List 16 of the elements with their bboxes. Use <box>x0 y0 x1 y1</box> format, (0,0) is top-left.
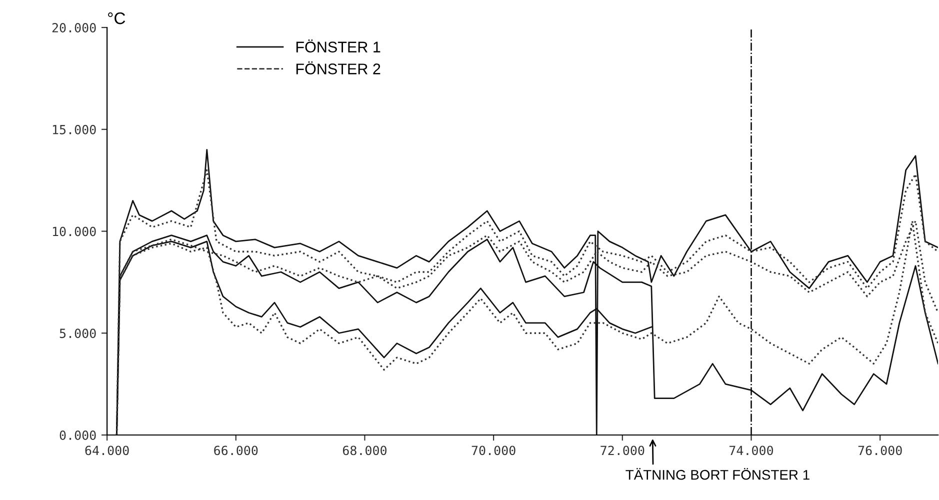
x-tick-label: 70.000 <box>472 446 516 456</box>
x-tick-label: 68.000 <box>342 446 386 456</box>
legend-label: FÖNSTER 2 <box>296 61 380 74</box>
x-tick-label: 66.000 <box>214 446 258 456</box>
y-axis-title: °C <box>108 12 126 24</box>
x-tick-label: 64.000 <box>85 446 129 456</box>
x-tick-label: 72.000 <box>600 446 644 456</box>
y-tick-label: 10.000 <box>52 226 96 236</box>
y-tick-label: 0.000 <box>60 430 96 440</box>
y-tick-label: 15.000 <box>52 124 96 134</box>
x-tick-label: 74.000 <box>730 446 774 456</box>
y-tick-label: 5.000 <box>60 328 96 338</box>
y-tick-label: 20.000 <box>52 23 96 32</box>
text: TÄTNING BORT FÖNSTER 1 <box>626 468 810 480</box>
legend-label: FÖNSTER 1 <box>296 40 380 52</box>
x-tick-label: 76.000 <box>858 446 902 456</box>
